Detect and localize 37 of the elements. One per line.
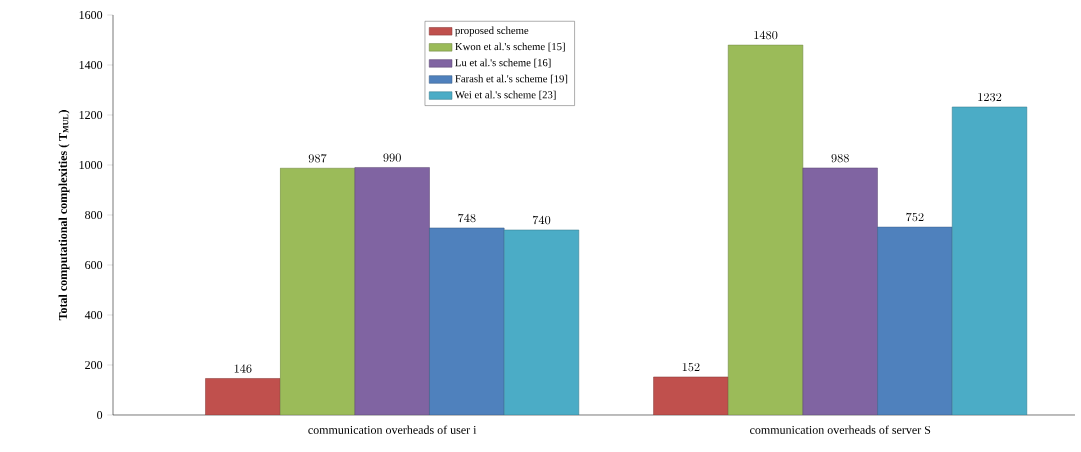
bar bbox=[205, 378, 281, 415]
y-tick-label: 1600 bbox=[79, 10, 103, 20]
legend-label: proposed scheme bbox=[455, 26, 529, 37]
x-tick-label: communication overheads of user i bbox=[308, 425, 477, 434]
bar bbox=[877, 226, 953, 415]
data-label: 152 bbox=[682, 362, 700, 372]
y-tick-label: 200 bbox=[85, 360, 103, 370]
bar bbox=[354, 167, 430, 415]
bar bbox=[951, 106, 1028, 415]
legend-label: Kwon et al.'s scheme [15] bbox=[455, 42, 565, 52]
data-label: 1232 bbox=[978, 92, 1002, 102]
data-label: 987 bbox=[308, 154, 327, 163]
bar bbox=[802, 167, 878, 415]
y-tick-label: 1000 bbox=[79, 160, 103, 170]
bar bbox=[279, 167, 356, 415]
bar bbox=[727, 44, 804, 415]
data-label: 990 bbox=[383, 153, 401, 162]
y-tick-label: 1400 bbox=[79, 60, 103, 70]
y-axis-title: Total computational complexities ( T$_{MUL}$) bbox=[58, 110, 70, 321]
data-label: 740 bbox=[532, 215, 551, 225]
y-tick-label: 0 bbox=[97, 410, 103, 420]
data-label: 1480 bbox=[754, 30, 778, 40]
data-label: 988 bbox=[831, 153, 849, 163]
y-tick-label: 1200 bbox=[79, 110, 103, 120]
y-tick-label: 400 bbox=[84, 310, 103, 320]
bar bbox=[429, 227, 505, 415]
x-tick-label: communication overheads of server S bbox=[750, 425, 931, 434]
data-label: 752 bbox=[906, 212, 924, 222]
bar bbox=[503, 229, 580, 415]
legend-label: Lu et al.'s scheme [16] bbox=[455, 58, 551, 68]
data-label: 146 bbox=[234, 364, 252, 373]
data-label: 748 bbox=[458, 213, 476, 223]
y-tick-label: 800 bbox=[85, 210, 103, 220]
legend-label: Wei et al.'s scheme [23] bbox=[454, 90, 556, 100]
legend-label: Farash et al.'s scheme [19] bbox=[455, 74, 568, 84]
bar bbox=[653, 376, 729, 415]
y-tick-label: 600 bbox=[85, 260, 103, 270]
